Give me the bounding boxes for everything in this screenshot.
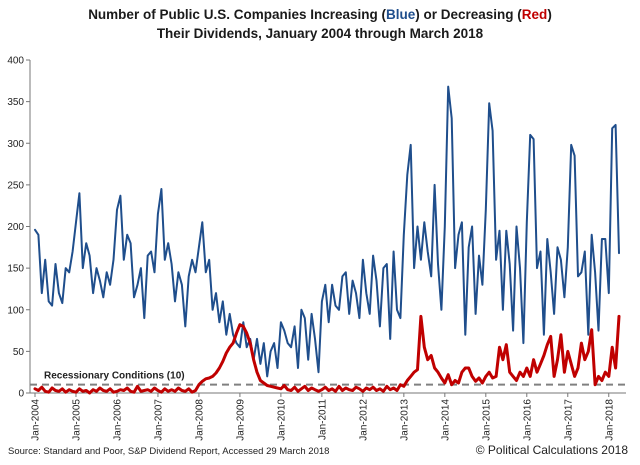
title-part3: ) [547,7,552,22]
x-tick-label: Jan-2004 [31,399,42,441]
y-tick-label: 300 [7,139,24,150]
x-tick-label: Jan-2008 [194,399,205,441]
title-part2: ) or Decreasing ( [415,7,522,22]
decreasing-series-line [33,314,621,395]
chart-marks: Recessionary Conditions (10) [30,85,626,395]
x-tick-label: Jan-2013 [399,399,410,441]
y-tick-label: 100 [7,305,24,316]
x-tick-label: Jan-2015 [481,399,492,441]
title-blue-word: Blue [386,7,416,22]
y-tick-label: 200 [7,222,24,233]
x-tick-label: Jan-2010 [276,399,287,441]
x-tick-label: Jan-2017 [563,399,574,441]
y-axis-ticks: 0 50 100 150 200 250 300 350 400 [7,56,30,400]
title-red-word: Red [521,7,548,22]
y-tick-label: 350 [7,97,24,108]
y-tick-label: 150 [7,264,24,275]
source-note: Source: Standard and Poor, S&P Dividend … [8,446,330,457]
x-tick-label: Jan-2006 [112,399,123,441]
chart-title-line2: Their Dividends, January 2004 through Ma… [156,26,484,41]
chart-title-line1: Number of Public U.S. Companies Increasi… [0,6,640,24]
increasing-series-line [34,85,620,378]
y-tick-label: 400 [7,56,24,67]
x-tick-label: Jan-2005 [71,399,82,441]
x-tick-label: Jan-2018 [604,399,615,441]
y-tick-label: 50 [13,347,25,358]
x-tick-label: Jan-2009 [235,399,246,441]
recession-annotation: Recessionary Conditions (10) [44,371,185,382]
x-tick-label: Jan-2014 [440,399,451,441]
y-tick-label: 250 [7,180,24,191]
x-tick-label: Jan-2016 [522,399,533,441]
x-tick-label: Jan-2012 [358,399,369,441]
credit-note: © Political Calculations 2018 [475,443,628,457]
title-part1: Number of Public U.S. Companies Increasi… [88,7,386,22]
x-tick-label: Jan-2007 [153,399,164,441]
x-tick-label: Jan-2011 [317,399,328,440]
y-tick-label: 0 [18,389,24,400]
x-axis-ticks: Jan-2004 Jan-2005 Jan-2006 Jan-2007 Jan-2008… [31,393,615,441]
